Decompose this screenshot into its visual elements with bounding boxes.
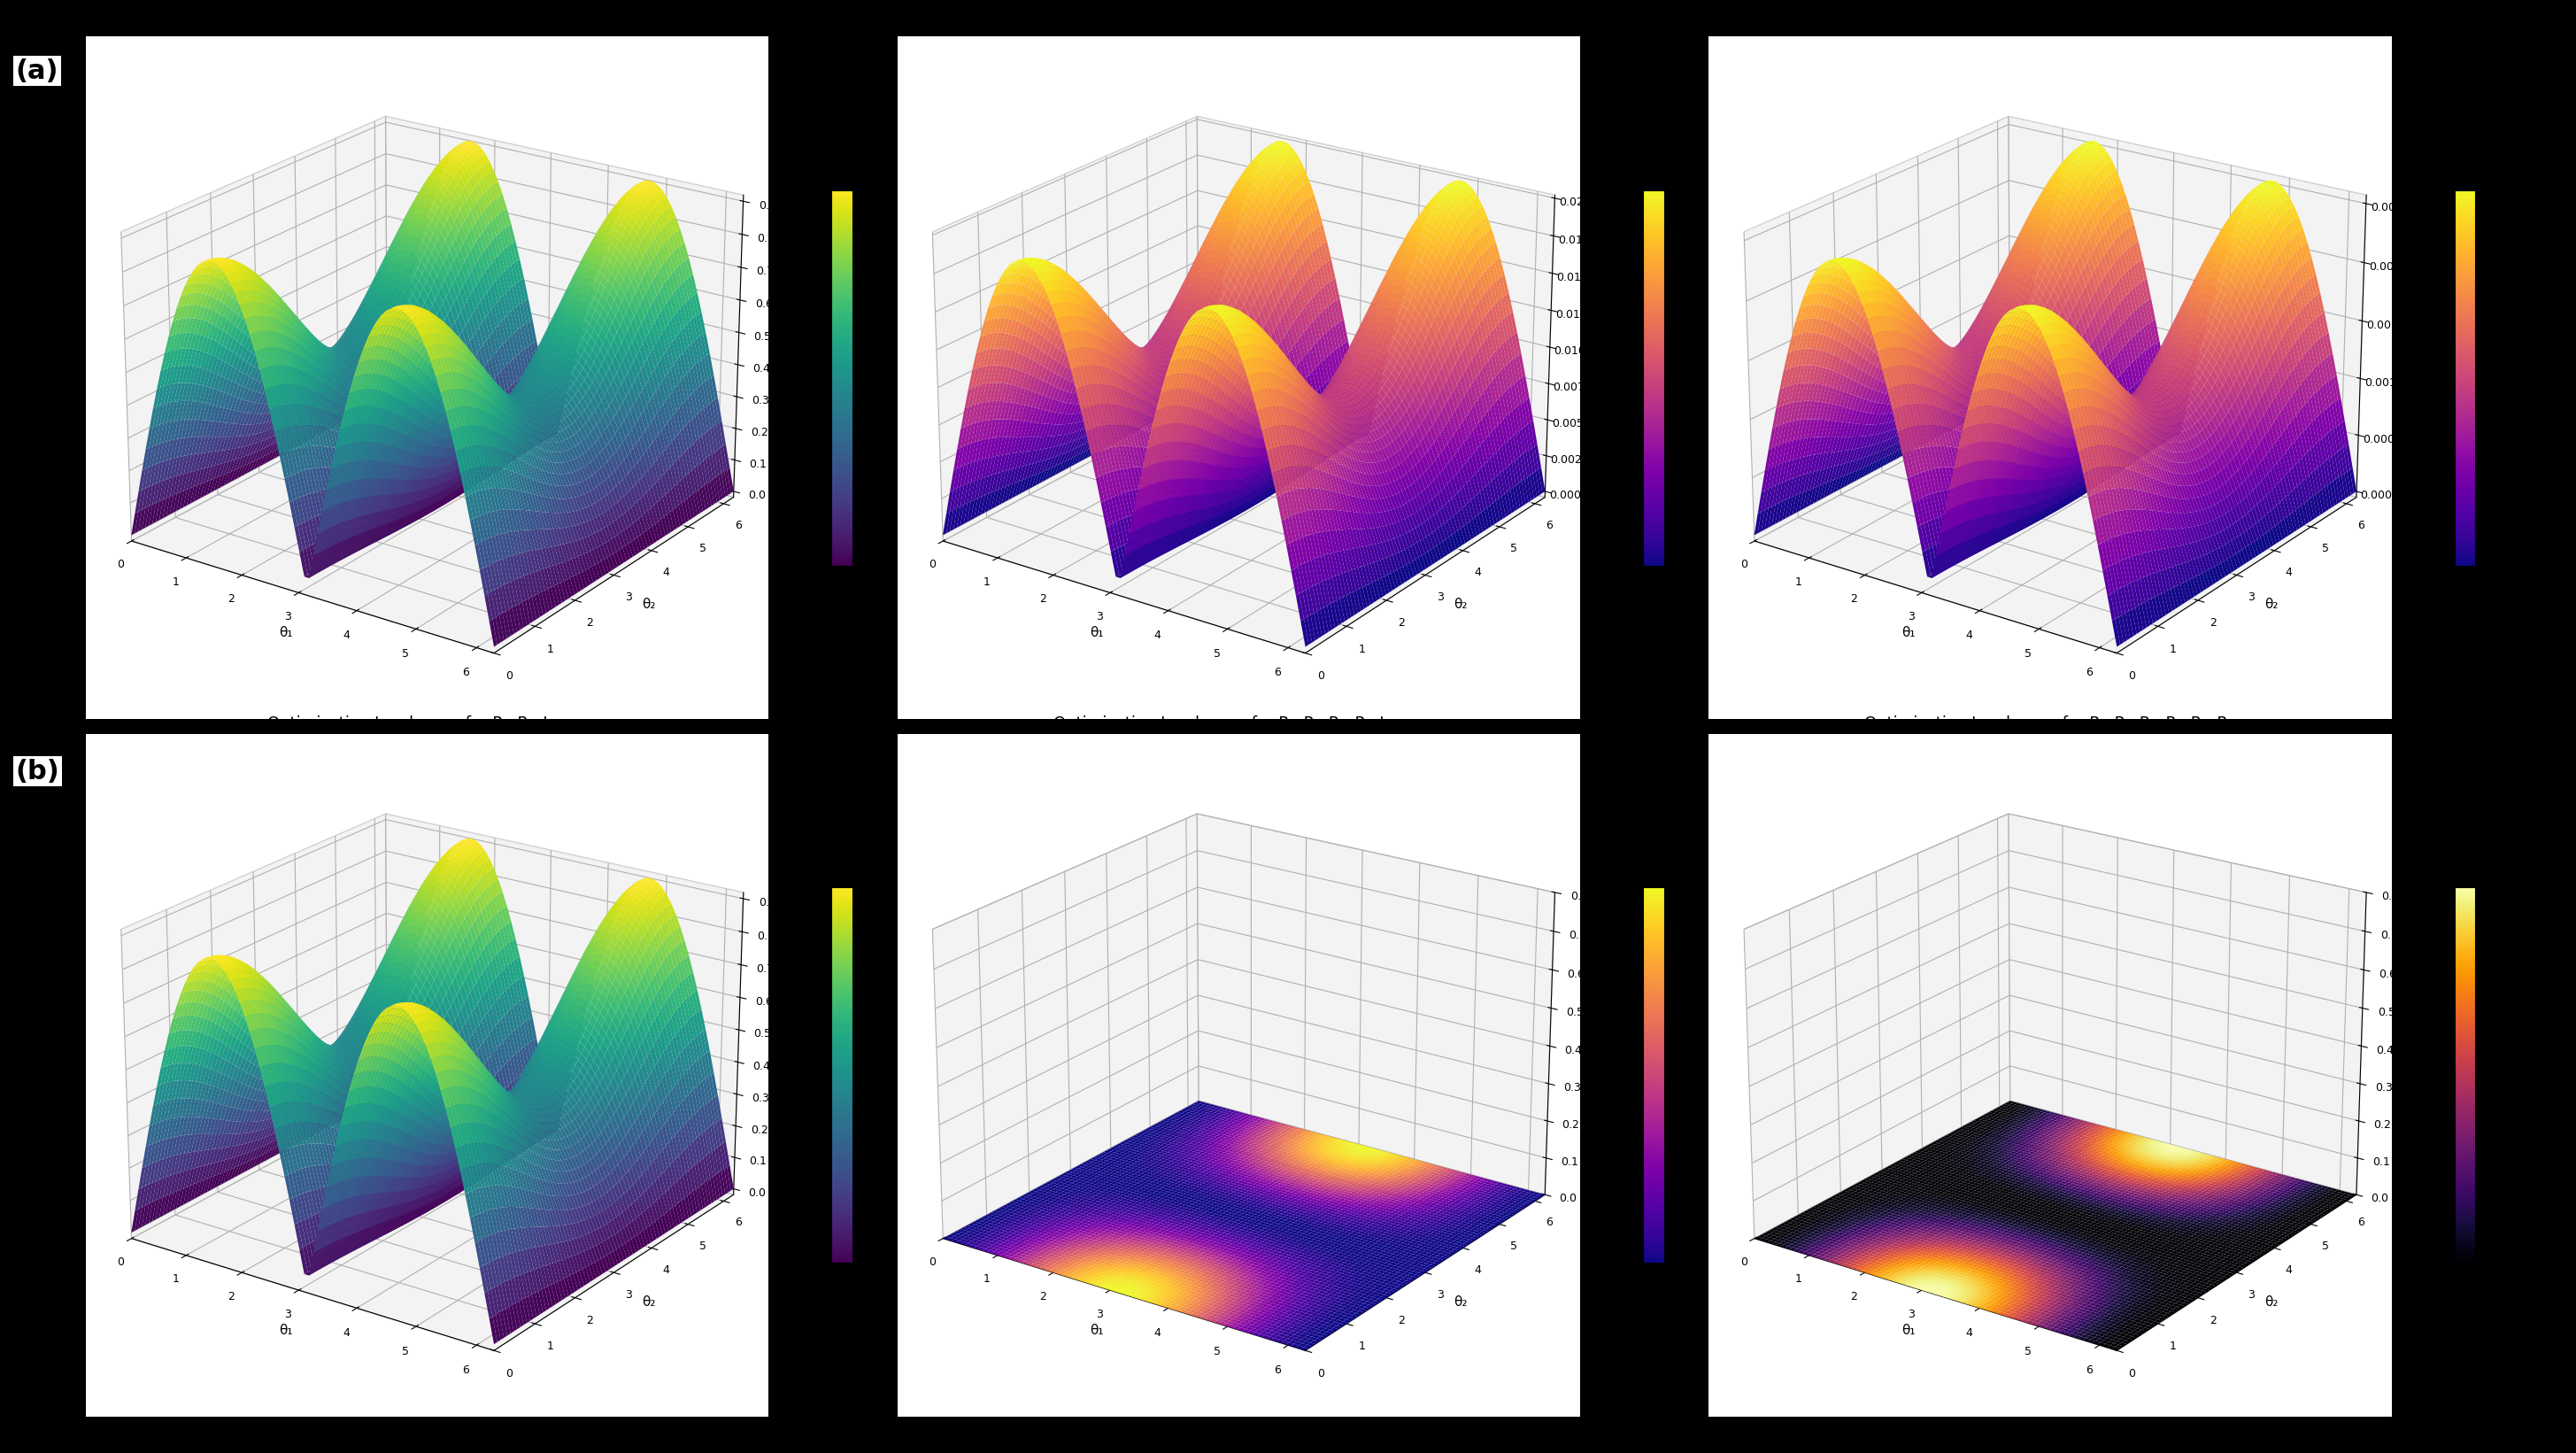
- Title: Optimization Landscape for Rz-Ry-Rx-Ry-Rx-Rz: Optimization Landscape for Rz-Ry-Rx-Ry-R…: [1865, 715, 2236, 731]
- X-axis label: θ₁: θ₁: [1901, 626, 1914, 639]
- Text: (a): (a): [15, 58, 59, 84]
- X-axis label: θ₁: θ₁: [1090, 626, 1103, 639]
- X-axis label: θ₁: θ₁: [1090, 1324, 1103, 1337]
- X-axis label: θ₁: θ₁: [278, 1324, 291, 1337]
- Text: (b): (b): [15, 758, 59, 785]
- Y-axis label: θ₂: θ₂: [641, 597, 657, 612]
- Title: Optimization Landscape for Ry-Rx Layer: Optimization Landscape for Ry-Rx Layer: [268, 17, 587, 33]
- Title: Optimization Landscape for Rz-Ry-Rx-Ry Layer: Optimization Landscape for Rz-Ry-Rx-Ry L…: [1054, 715, 1425, 731]
- Title: Optimization Landscape for Rz-Ry-Rx-Ry-Rx-Rz: Optimization Landscape for Rz-Ry-Rx-Ry-R…: [1865, 17, 2236, 33]
- Y-axis label: θ₂: θ₂: [1453, 1295, 1468, 1309]
- X-axis label: θ₁: θ₁: [1901, 1324, 1914, 1337]
- Y-axis label: θ₂: θ₂: [1453, 597, 1468, 612]
- Title: Optimization Landscape for Ry-Rx Layer: Optimization Landscape for Ry-Rx Layer: [268, 715, 587, 731]
- Y-axis label: θ₂: θ₂: [2264, 597, 2280, 612]
- Y-axis label: θ₂: θ₂: [2264, 1295, 2280, 1309]
- X-axis label: θ₁: θ₁: [278, 626, 291, 639]
- Y-axis label: θ₂: θ₂: [641, 1295, 657, 1309]
- Title: Optimization Landscape for Rz-Ry-Rx-Ry Layer: Optimization Landscape for Rz-Ry-Rx-Ry L…: [1054, 17, 1425, 33]
